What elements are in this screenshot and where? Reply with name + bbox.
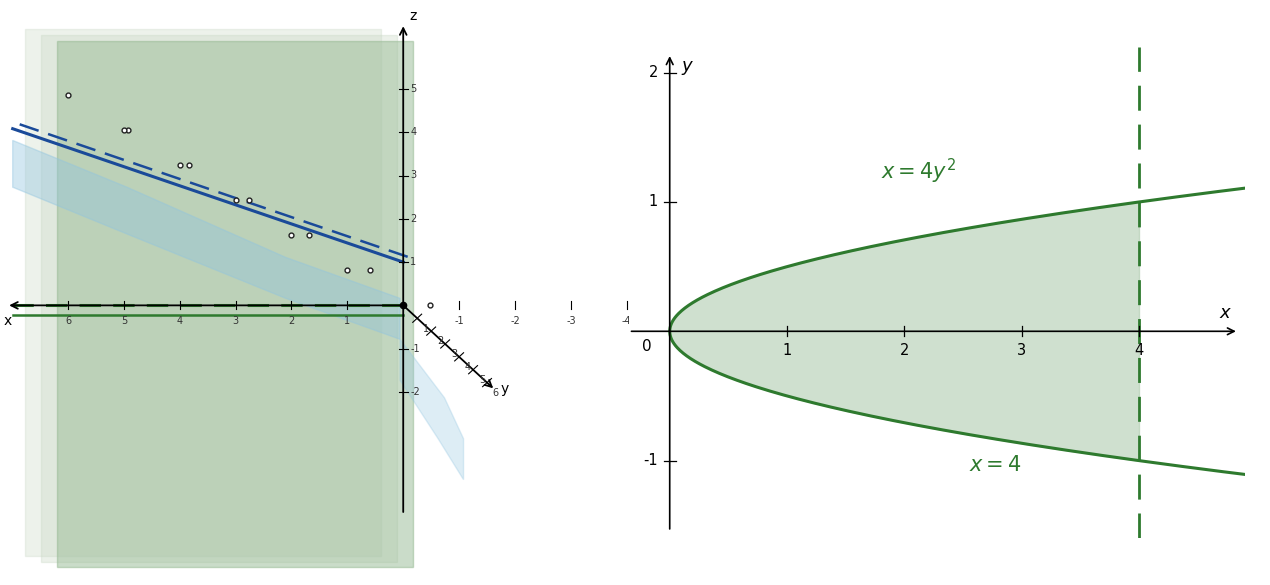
Text: x: x [3, 314, 11, 328]
Text: -2: -2 [410, 387, 420, 397]
Text: 2: 2 [437, 336, 443, 346]
Text: $x = 4$: $x = 4$ [969, 455, 1021, 475]
Text: -1: -1 [455, 316, 464, 326]
Text: 2: 2 [649, 65, 658, 80]
Text: 4: 4 [465, 362, 471, 372]
Text: -1: -1 [410, 343, 420, 354]
Text: -4: -4 [622, 316, 631, 326]
Text: 3: 3 [232, 316, 239, 326]
Text: 4: 4 [177, 316, 183, 326]
Text: 5: 5 [479, 375, 485, 385]
Text: 0: 0 [643, 339, 652, 354]
Text: 1: 1 [782, 343, 791, 358]
Text: 3: 3 [410, 170, 417, 181]
Text: -3: -3 [566, 316, 575, 326]
Bar [57, 41, 413, 567]
Bar [41, 35, 396, 562]
Text: 6: 6 [65, 316, 71, 326]
Text: 4: 4 [410, 127, 417, 137]
Text: 2: 2 [288, 316, 295, 326]
Polygon shape [400, 339, 464, 480]
Polygon shape [13, 140, 400, 339]
Text: z: z [409, 9, 417, 23]
Text: y: y [500, 382, 508, 396]
Text: x: x [1220, 304, 1231, 322]
Text: 2: 2 [410, 214, 417, 224]
Text: 1: 1 [649, 194, 658, 209]
Text: -2: -2 [511, 316, 519, 326]
Text: -1: -1 [644, 453, 658, 468]
Text: 1: 1 [344, 316, 351, 326]
Text: 5: 5 [121, 316, 127, 326]
Text: 2: 2 [899, 343, 909, 358]
Text: 3: 3 [1017, 343, 1026, 358]
Text: 6: 6 [493, 388, 499, 398]
Text: 1: 1 [410, 257, 417, 267]
Text: 4: 4 [1134, 343, 1143, 358]
Text: 3: 3 [451, 349, 457, 359]
Bar [25, 29, 381, 556]
Text: 5: 5 [410, 84, 417, 94]
Text: $x = 4y^2$: $x = 4y^2$ [881, 156, 956, 185]
Bar [57, 41, 413, 567]
Text: y: y [682, 57, 692, 75]
Text: 1: 1 [423, 324, 429, 333]
